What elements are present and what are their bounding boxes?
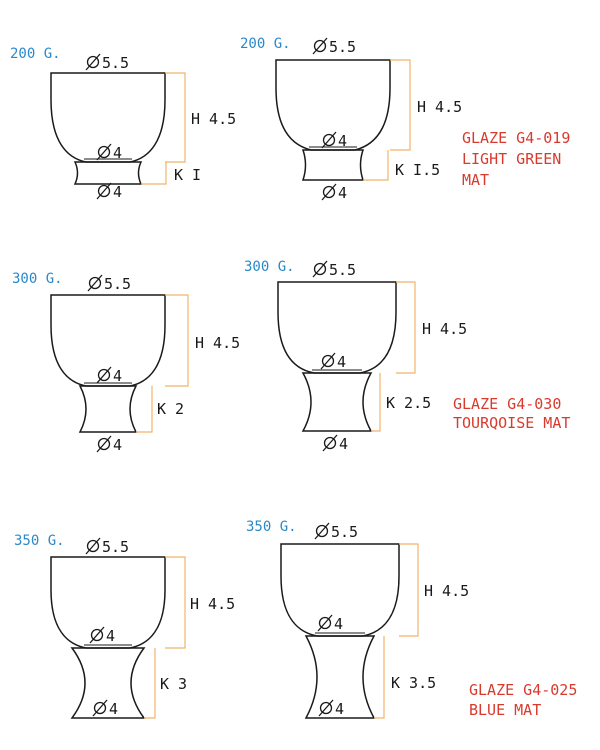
glaze-description-label: TOURQOISE MAT (453, 414, 570, 432)
rim-diameter-label: 5.5 (329, 38, 356, 56)
cup-outline (50, 72, 166, 185)
bowl-base-diameter-label: 4 (334, 615, 343, 633)
diameter-icon (321, 183, 337, 201)
foot-diameter-label: 4 (109, 700, 118, 718)
cup-weight-label: 300 G. (244, 259, 295, 275)
diameter-icon (314, 522, 330, 540)
cup-drawing: 350 G. 5.5 4 4 H 4.5 K 3.5 (246, 519, 469, 719)
glaze-note: GLAZE G4-019 LIGHT GREEN MAT (462, 129, 570, 189)
glaze-description-label: MAT (462, 171, 489, 189)
diameter-icon (322, 434, 338, 452)
foot-diameter-label: 4 (113, 183, 122, 201)
cup-outline (50, 294, 166, 433)
foot-height-dimension-line (374, 636, 385, 719)
bowl-base-diameter-label: 4 (113, 144, 122, 162)
diameter-icon (85, 537, 101, 555)
diameter-icon (92, 699, 108, 717)
foot-diameter-label: 4 (113, 436, 122, 454)
cup-weight-label: 200 G. (240, 36, 291, 52)
bowl-height-label: H 4.5 (191, 110, 236, 128)
cup-drawing: 300 G. 5.5 4 4 H 4.5 K 2 (12, 271, 240, 454)
cup-drawing: 350 G. 5.5 4 4 H 4.5 K 3 (14, 533, 235, 719)
bowl-height-label: H 4.5 (424, 582, 469, 600)
bowl-height-dimension-line (396, 281, 416, 374)
cup-weight-label: 300 G. (12, 271, 63, 287)
bowl-height-dimension-line (165, 72, 186, 163)
bowl-base-diameter-label: 4 (113, 367, 122, 385)
foot-diameter-label: 4 (339, 435, 348, 453)
rim-diameter-label: 5.5 (329, 261, 356, 279)
diameter-icon (96, 366, 112, 384)
diameter-icon (320, 352, 336, 370)
bowl-height-dimension-line (165, 556, 186, 649)
foot-diameter-label: 4 (335, 700, 344, 718)
bowl-height-dimension-line (165, 294, 189, 387)
foot-height-label: K 3.5 (391, 674, 436, 692)
cup-outline (275, 59, 391, 181)
cup-weight-label: 350 G. (14, 533, 65, 549)
bowl-height-label: H 4.5 (190, 595, 235, 613)
rim-diameter-label: 5.5 (104, 275, 131, 293)
foot-diameter-label: 4 (338, 184, 347, 202)
foot-height-label: K I (174, 166, 201, 184)
cup-weight-label: 200 G. (10, 46, 61, 62)
cup-drawing: 200 G. 5.5 4 4 H 4.5 K I (10, 46, 236, 201)
rim-diameter-label: 5.5 (102, 538, 129, 556)
foot-height-dimension-line (144, 648, 156, 719)
cup-weight-label: 350 G. (246, 519, 297, 535)
bowl-height-label: H 4.5 (417, 98, 462, 116)
foot-height-dimension-line (363, 150, 389, 181)
cup-drawing: 300 G. 5.5 4 4 H 4.5 K 2.5 (244, 259, 467, 453)
glaze-note: GLAZE G4-030 TOURQOISE MAT (453, 395, 570, 432)
glaze-note: GLAZE G4-025 BLUE MAT (469, 681, 577, 719)
diameter-icon (87, 274, 103, 292)
bowl-base-diameter-label: 4 (338, 132, 347, 150)
foot-height-label: K 3 (160, 675, 187, 693)
bowl-base-diameter-label: 4 (106, 627, 115, 645)
cup-drawing: 200 G. 5.5 4 4 H 4.5 K I.5 (240, 36, 462, 202)
diameter-icon (312, 37, 328, 55)
foot-height-label: K 2 (157, 400, 184, 418)
rim-diameter-label: 5.5 (331, 523, 358, 541)
glaze-description-label: BLUE MAT (469, 701, 541, 719)
diameter-icon (96, 182, 112, 200)
diameter-icon (85, 53, 101, 71)
bowl-height-label: H 4.5 (195, 334, 240, 352)
diameter-icon (317, 614, 333, 632)
diameter-icon (312, 260, 328, 278)
rim-diameter-label: 5.5 (102, 54, 129, 72)
diameter-icon (321, 131, 337, 149)
bowl-height-dimension-line (399, 543, 419, 637)
glaze-code-label: GLAZE G4-025 (469, 681, 577, 699)
diameter-icon (89, 626, 105, 644)
foot-height-label: K 2.5 (386, 394, 431, 412)
glaze-code-label: GLAZE G4-030 (453, 395, 561, 413)
diameter-icon (318, 699, 334, 717)
foot-height-label: K I.5 (395, 161, 440, 179)
foot-height-dimension-line (136, 386, 153, 433)
foot-height-dimension-line (141, 162, 167, 185)
diameter-icon (96, 143, 112, 161)
bowl-base-diameter-label: 4 (337, 353, 346, 371)
bowl-height-label: H 4.5 (422, 320, 467, 338)
bowl-height-dimension-line (390, 59, 411, 151)
foot-height-dimension-line (371, 373, 381, 432)
diameter-icon (96, 435, 112, 453)
glaze-description-label: LIGHT GREEN (462, 150, 561, 168)
glaze-code-label: GLAZE G4-019 (462, 129, 570, 147)
